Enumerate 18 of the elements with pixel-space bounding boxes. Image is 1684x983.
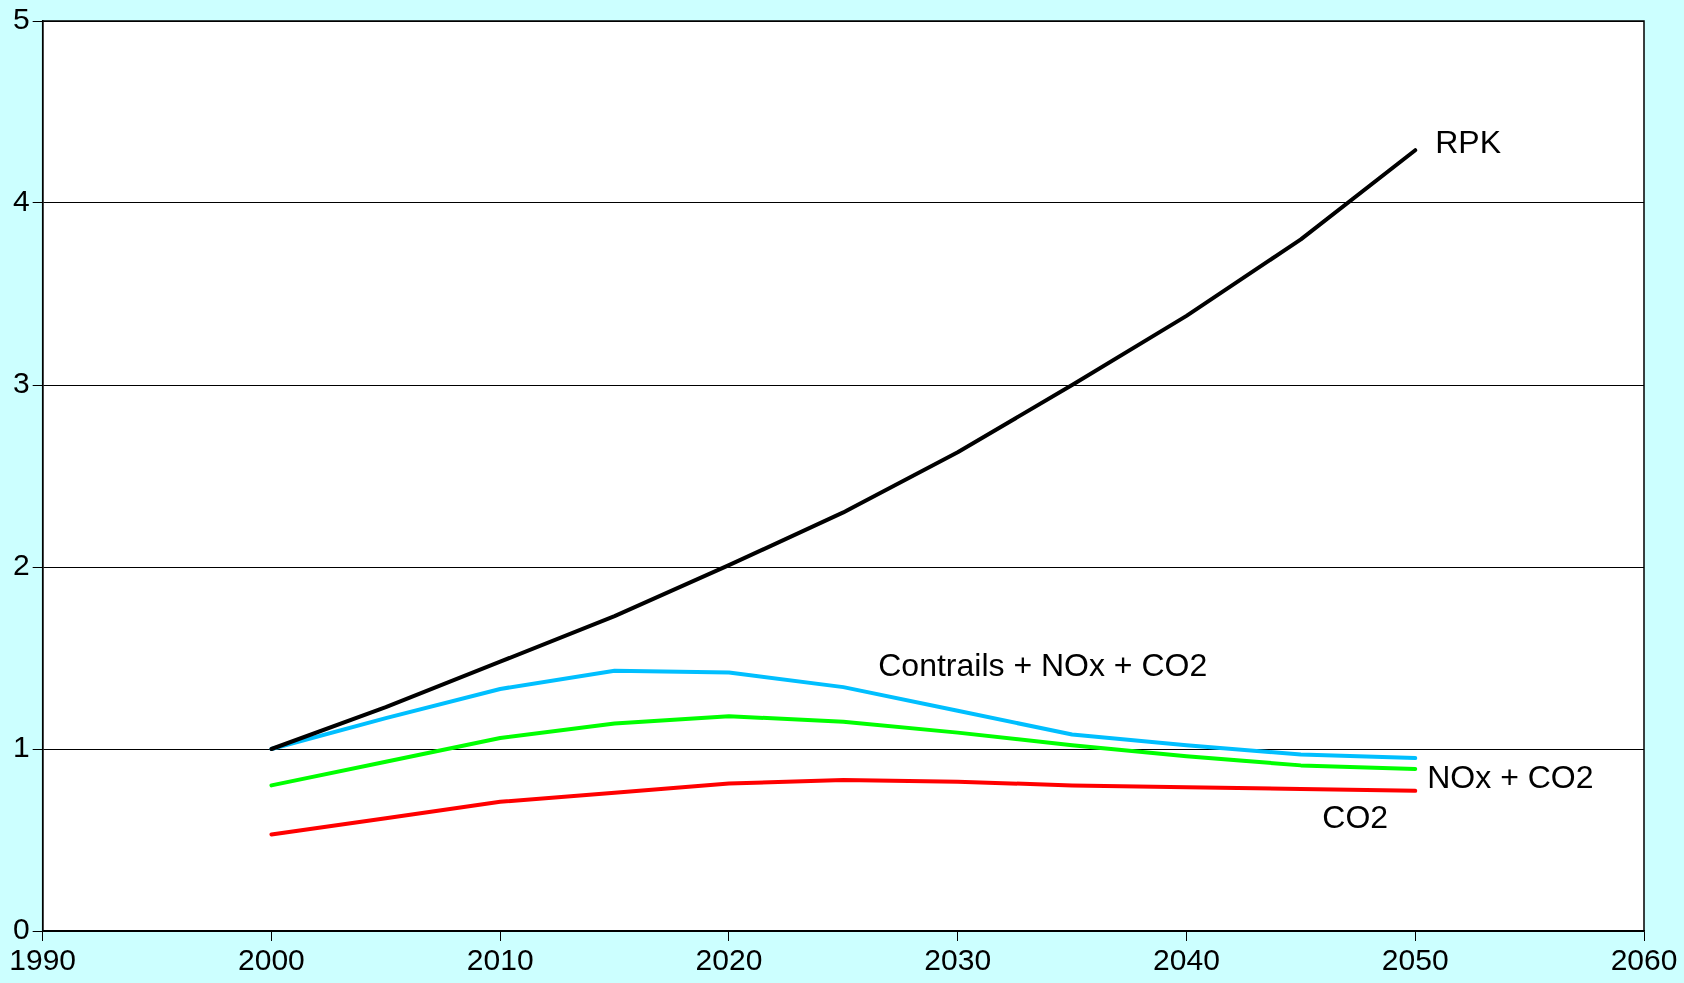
x-tick-label: 2040 (1153, 943, 1220, 977)
y-tick-label: 1 (13, 730, 30, 764)
series-label: CO2 (1322, 798, 1389, 835)
x-tick-label: 2000 (238, 943, 305, 977)
series-label: Contrails + NOx + CO2 (878, 646, 1208, 683)
y-tick-label: 3 (13, 366, 30, 400)
y-tick-label: 5 (13, 2, 30, 36)
series-label: NOx + CO2 (1427, 758, 1594, 795)
x-tick-label: 2060 (1610, 943, 1678, 977)
x-tick-label: 1990 (9, 943, 77, 977)
y-tick-label: 2 (13, 548, 30, 582)
x-tick-label: 2050 (1381, 943, 1449, 977)
x-tick-label: 2020 (695, 943, 763, 977)
y-tick-label: 0 (13, 912, 30, 946)
x-tick-label: 2010 (466, 943, 534, 977)
y-tick-label: 4 (13, 184, 30, 218)
x-tick-label: 2030 (924, 943, 992, 977)
series-label: RPK (1435, 124, 1502, 161)
